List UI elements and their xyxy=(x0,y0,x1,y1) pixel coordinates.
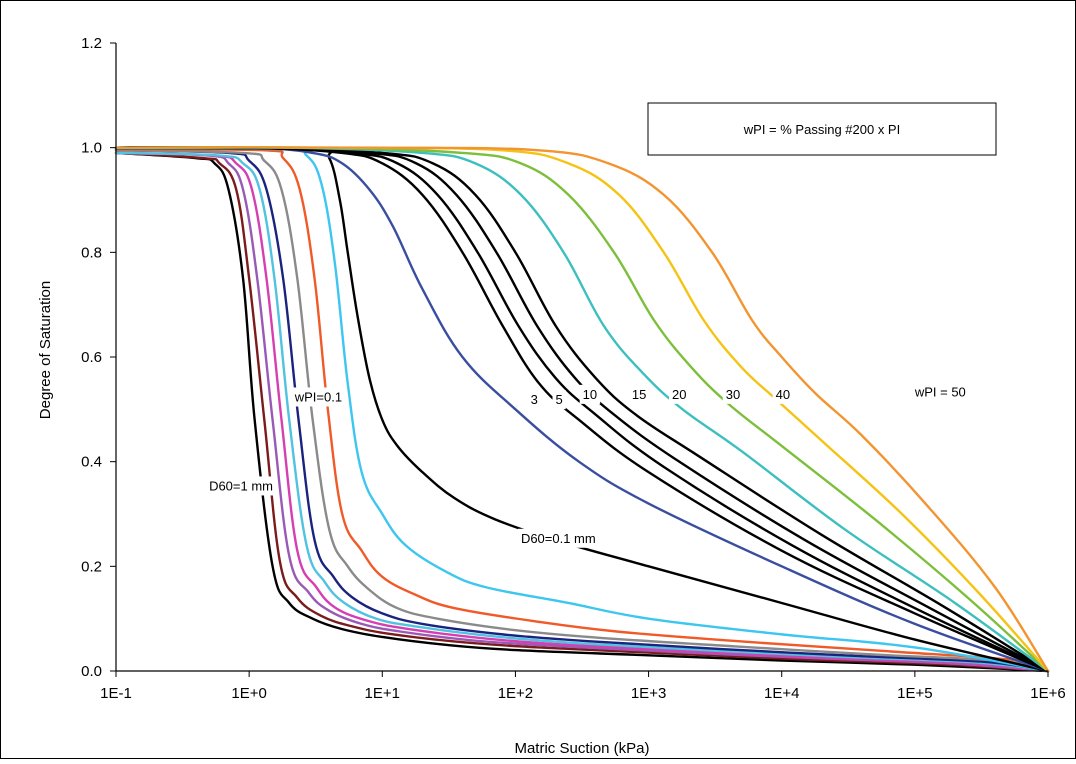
series-line-wpi-14 xyxy=(114,146,1050,673)
annotation-label-bg xyxy=(527,390,541,410)
axes-layer: 1E-1 1E+0 1E+1 1E+2 1E+3 1E+4 1E+5 1E+6 0.0 0.2 0.… xyxy=(81,35,1066,702)
series-layer xyxy=(114,146,1050,673)
x-tick-label: 1E+5 xyxy=(897,685,932,702)
annotation-label: 5 xyxy=(556,392,563,407)
annotation-label: D60=1 mm xyxy=(209,478,273,493)
series-line-d60-5 xyxy=(114,149,1050,673)
y-tick-label: 1.2 xyxy=(81,35,102,52)
y-tick-label: 0.4 xyxy=(81,454,102,471)
annotation-label-bg xyxy=(290,387,346,407)
x-tick-label: 1E-1 xyxy=(100,685,132,702)
annotation-label-bg xyxy=(552,390,566,410)
annotation-label-bg xyxy=(722,384,744,404)
legend-box xyxy=(647,102,997,156)
annotation-label: D60=0.1 mm xyxy=(521,531,596,546)
series-line-d60-2 xyxy=(114,151,1050,673)
series-line-wpi-10 xyxy=(114,146,1050,673)
annotation-label: 15 xyxy=(632,387,646,402)
annotation-label-bg xyxy=(579,384,601,404)
series-line-d60-7 xyxy=(114,148,1050,673)
annotation-label: 30 xyxy=(726,387,740,402)
annotation-label-bg xyxy=(517,528,599,548)
series-line-d60-4 xyxy=(114,151,1050,673)
x-axis-title: Matric Suction (kPa) xyxy=(514,740,649,757)
y-tick-label: 1.0 xyxy=(81,140,102,157)
x-tick-label: 1E+3 xyxy=(631,685,666,702)
y-tick-label: 0.2 xyxy=(81,558,102,575)
annotation-label: 40 xyxy=(776,387,790,402)
annotation-label-bg xyxy=(772,384,794,404)
annotation-label-bg xyxy=(669,384,690,404)
y-axis-title: Degree of Saturation xyxy=(37,281,54,419)
annotation-label: 3 xyxy=(531,392,538,407)
y-tick-label: 0.0 xyxy=(81,663,102,680)
series-line-d60-9 xyxy=(114,146,1050,673)
x-tick-label: 1E+1 xyxy=(365,685,400,702)
legend-box-text: wPI = % Passing #200 x PI xyxy=(743,122,900,137)
annotation-label: wPI=0.1 xyxy=(294,389,342,404)
x-tick-label: 1E+4 xyxy=(764,685,799,702)
series-line-wpi-16 xyxy=(114,146,1050,673)
x-tick-label: 1E+2 xyxy=(498,685,533,702)
series-line-d60-1 xyxy=(114,151,1050,673)
annotation-label: wPI = 50 xyxy=(914,384,966,399)
series-line-d60-6 xyxy=(114,149,1050,673)
series-line-d60-3 xyxy=(114,151,1050,673)
x-tick-label: 1E+0 xyxy=(231,685,266,702)
series-line-d60-0 xyxy=(114,151,1050,673)
labels-layer: wPI=0.1 3 5 10 15 20 30 40 wPI = 50 D60=1 mm D60=0… xyxy=(206,382,969,548)
annotation-label: 20 xyxy=(672,387,686,402)
annotation-label: 10 xyxy=(583,387,597,402)
x-tick-label: 1E+6 xyxy=(1030,685,1065,702)
annotation-label-bg xyxy=(628,384,650,404)
series-line-d60-8 xyxy=(114,147,1050,673)
y-tick-label: 0.6 xyxy=(81,349,102,366)
annotation-label-bg xyxy=(206,476,277,496)
annotation-label-bg xyxy=(910,382,969,402)
series-line-wpi-18 xyxy=(114,146,1050,673)
y-tick-label: 0.8 xyxy=(81,244,102,261)
